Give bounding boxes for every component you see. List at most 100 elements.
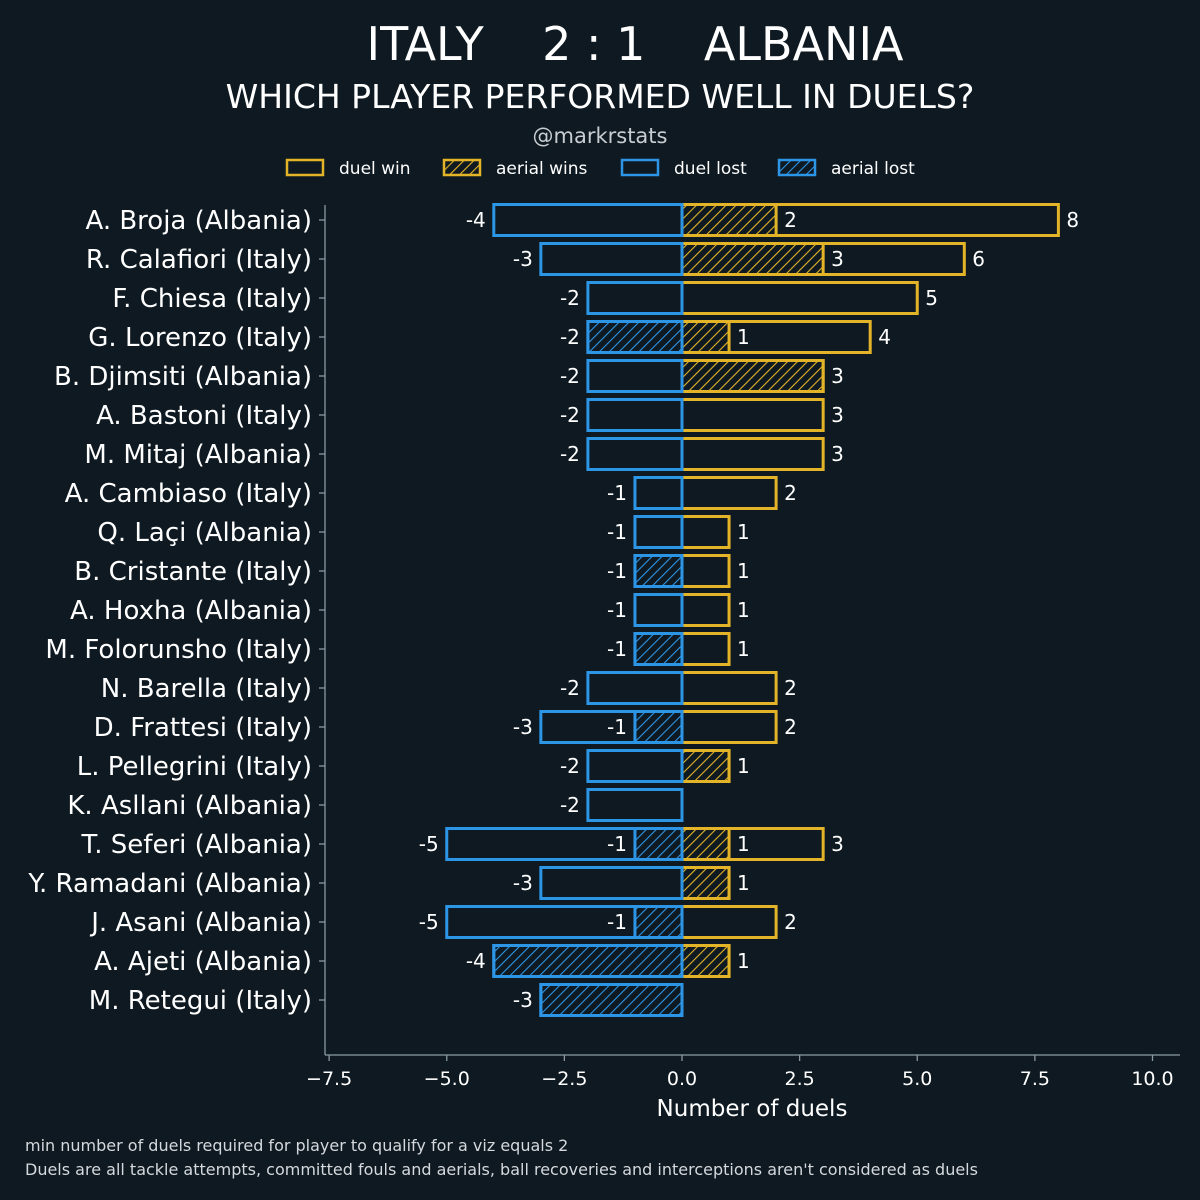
player-row: A. Broja (Albania) 8 2 -4 bbox=[85, 203, 1079, 237]
duel-win-value: 2 bbox=[784, 910, 797, 934]
duel-lost-value: -3 bbox=[513, 988, 533, 1012]
player-label: F. Chiesa (Italy) bbox=[112, 284, 312, 314]
player-row: A. Hoxha (Albania) 1 -1 bbox=[70, 593, 750, 627]
aerial-win-value: 1 bbox=[737, 325, 750, 349]
duel-lost-value: -2 bbox=[560, 364, 580, 388]
player-row: M. Folorunsho (Italy) 1 -1 bbox=[45, 632, 750, 666]
duel-lost-bar bbox=[586, 437, 684, 471]
duel-win-value: 3 bbox=[831, 364, 844, 388]
duel-win-bar bbox=[680, 710, 778, 744]
duel-win-value: 1 bbox=[737, 754, 750, 778]
aerial-win-bar bbox=[680, 203, 778, 237]
player-row: R. Calafiori (Italy) 6 3 -3 bbox=[86, 242, 985, 276]
player-row: B. Djimsiti (Albania) 3 -2 bbox=[54, 359, 844, 393]
legend-label-aerial_lost: aerial lost bbox=[831, 159, 915, 179]
duel-win-value: 2 bbox=[784, 481, 797, 505]
aerial-win-bar bbox=[680, 866, 731, 900]
player-row: D. Frattesi (Italy) 2 -3 -1 bbox=[94, 710, 797, 744]
legend-swatch-aerial_lost bbox=[777, 158, 817, 177]
duel-lost-value: -1 bbox=[607, 598, 627, 622]
duel-lost-value: -3 bbox=[513, 871, 533, 895]
aerial-win-bar bbox=[680, 359, 825, 393]
duel-lost-value: -5 bbox=[419, 910, 439, 934]
duel-lost-value: -2 bbox=[560, 754, 580, 778]
player-row: A. Ajeti (Albania) 1 -4 bbox=[94, 944, 750, 978]
duel-lost-value: -1 bbox=[607, 637, 627, 661]
aerial-lost-bar bbox=[633, 905, 684, 939]
duel-win-value: 4 bbox=[878, 325, 891, 349]
legend-label-duel_lost: duel lost bbox=[674, 159, 747, 179]
duel-lost-bar bbox=[586, 281, 684, 315]
aerial-lost-bar bbox=[539, 983, 684, 1017]
duel-lost-bar bbox=[492, 203, 684, 237]
player-label: A. Broja (Albania) bbox=[85, 206, 312, 236]
x-tick-label: 7.5 bbox=[1020, 1068, 1050, 1090]
duel-lost-value: -3 bbox=[513, 715, 533, 739]
duel-lost-bar bbox=[633, 593, 684, 627]
duel-lost-bar bbox=[539, 242, 684, 276]
duel-win-value: 1 bbox=[737, 520, 750, 544]
duel-lost-value: -4 bbox=[466, 949, 486, 973]
duel-lost-value: -2 bbox=[560, 325, 580, 349]
duel-lost-value: -2 bbox=[560, 793, 580, 817]
bar-rows: A. Broja (Albania) 8 2 -4 R. Calafiori (Ital… bbox=[27, 203, 1079, 1017]
duel-lost-value: -2 bbox=[560, 676, 580, 700]
aerial-lost-bar bbox=[633, 554, 684, 588]
player-label: R. Calafiori (Italy) bbox=[86, 245, 312, 275]
legend-swatch-duel_win bbox=[285, 158, 325, 177]
duel-lost-bar bbox=[586, 749, 684, 783]
chart-subtitle: WHICH PLAYER PERFORMED WELL IN DUELS? bbox=[226, 77, 975, 116]
x-tick-label: 2.5 bbox=[785, 1068, 815, 1090]
aerial-lost-value: -1 bbox=[607, 910, 627, 934]
duel-lost-value: -1 bbox=[607, 520, 627, 544]
duel-win-bar bbox=[680, 905, 778, 939]
aerial-lost-value: -1 bbox=[607, 832, 627, 856]
x-tick-label: 10.0 bbox=[1131, 1068, 1173, 1090]
duel-lost-value: -2 bbox=[560, 286, 580, 310]
player-label: T. Seferi (Albania) bbox=[80, 830, 312, 860]
duel-lost-value: -4 bbox=[466, 208, 486, 232]
player-label: M. Retegui (Italy) bbox=[89, 986, 312, 1016]
aerial-win-value: 2 bbox=[784, 208, 797, 232]
player-row: Q. Laçi (Albania) 1 -1 bbox=[97, 515, 750, 549]
player-label: B. Djimsiti (Albania) bbox=[54, 362, 312, 392]
aerial-win-bar bbox=[680, 320, 731, 354]
x-tick-label: 0.0 bbox=[667, 1068, 697, 1090]
duel-lost-value: -5 bbox=[419, 832, 439, 856]
player-label: D. Frattesi (Italy) bbox=[94, 713, 312, 743]
player-label: A. Ajeti (Albania) bbox=[94, 947, 312, 977]
aerial-win-bar bbox=[680, 827, 731, 861]
player-row: F. Chiesa (Italy) 5 -2 bbox=[112, 281, 938, 315]
duel-lost-bar bbox=[586, 398, 684, 432]
aerial-win-bar bbox=[680, 749, 731, 783]
duel-win-bar bbox=[680, 398, 825, 432]
player-label: B. Cristante (Italy) bbox=[74, 557, 312, 587]
chart-title: ITALY 2 : 1 ALBANIA bbox=[367, 17, 905, 71]
duel-lost-bar bbox=[586, 788, 684, 822]
player-row: M. Mitaj (Albania) 3 -2 bbox=[84, 437, 844, 471]
duel-lost-value: -1 bbox=[607, 481, 627, 505]
legend-label-aerial_wins: aerial wins bbox=[496, 159, 588, 179]
player-label: A. Bastoni (Italy) bbox=[96, 401, 312, 431]
duel-win-bar bbox=[680, 515, 731, 549]
author-handle: @markrstats bbox=[533, 124, 668, 148]
x-axis-label: Number of duels bbox=[657, 1096, 848, 1122]
duel-win-value: 3 bbox=[831, 403, 844, 427]
duel-win-value: 1 bbox=[737, 637, 750, 661]
player-label: L. Pellegrini (Italy) bbox=[77, 752, 312, 782]
duel-win-bar bbox=[680, 671, 778, 705]
aerial-win-value: 3 bbox=[831, 247, 844, 271]
player-row: M. Retegui (Italy) -3 bbox=[89, 983, 684, 1017]
duel-win-bar bbox=[680, 476, 778, 510]
legend-swatch-duel_lost bbox=[620, 158, 660, 177]
player-row: A. Bastoni (Italy) 3 -2 bbox=[96, 398, 844, 432]
player-label: N. Barella (Italy) bbox=[101, 674, 312, 704]
player-row: T. Seferi (Albania) 3 1 -5 -1 bbox=[80, 827, 844, 861]
player-row: L. Pellegrini (Italy) 1 -2 bbox=[77, 749, 750, 783]
duel-lost-value: -3 bbox=[513, 247, 533, 271]
aerial-lost-value: -1 bbox=[607, 715, 627, 739]
player-row: K. Asllani (Albania) -2 bbox=[67, 788, 684, 822]
duel-win-bar bbox=[680, 437, 825, 471]
legend: duel win aerial wins duel lost aerial lost bbox=[285, 158, 915, 179]
player-row: G. Lorenzo (Italy) 4 1 -2 bbox=[88, 320, 891, 354]
